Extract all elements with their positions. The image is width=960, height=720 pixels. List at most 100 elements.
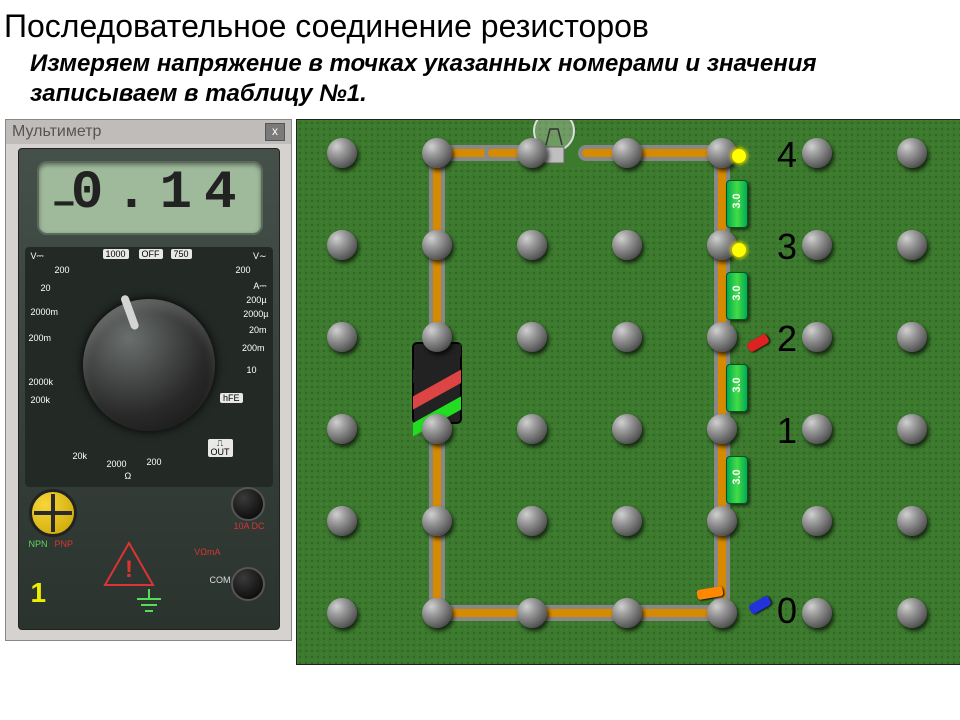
breadboard-peg[interactable]: [517, 598, 547, 628]
page-title: Последовательное соединение резисторов: [0, 0, 960, 45]
lcd-sign: −: [53, 185, 76, 228]
lr0: 200: [55, 265, 70, 275]
range-off: OFF: [139, 249, 163, 259]
circuit-svg: [297, 120, 960, 664]
pnp-label: PNP: [55, 539, 74, 549]
hfe: hFE: [220, 393, 243, 403]
probe-point-yellow[interactable]: [731, 148, 747, 164]
out-label: ⎍ OUT: [208, 439, 233, 457]
lr1: 20: [41, 283, 51, 293]
breadboard-peg[interactable]: [327, 506, 357, 536]
breadboard-peg[interactable]: [802, 414, 832, 444]
svg-text:!: !: [125, 556, 133, 583]
breadboard-peg[interactable]: [802, 230, 832, 260]
node-label: 4: [777, 134, 797, 176]
lr3: 200m: [29, 333, 52, 343]
breadboard-peg[interactable]: [897, 322, 927, 352]
breadboard-peg[interactable]: [897, 414, 927, 444]
ohm: Ω: [125, 471, 132, 481]
breadboard-peg[interactable]: [802, 138, 832, 168]
range-750: 750: [171, 249, 192, 259]
breadboard-peg[interactable]: [422, 138, 452, 168]
socket-10a-label: 10A DC: [233, 521, 264, 531]
resistor-value: 3.0: [731, 376, 743, 394]
resistor-value: 3.0: [731, 468, 743, 486]
breadboard-peg[interactable]: [897, 598, 927, 628]
breadboard-peg[interactable]: [517, 414, 547, 444]
breadboard-peg[interactable]: [612, 506, 642, 536]
multimeter-lcd: − 0.14: [37, 161, 263, 235]
probe-point-yellow[interactable]: [731, 242, 747, 258]
selector-dial[interactable]: [83, 299, 215, 431]
breadboard-peg[interactable]: [517, 506, 547, 536]
breadboard-peg[interactable]: [327, 138, 357, 168]
dial-pointer: [119, 294, 139, 331]
multimeter-window: Мультиметр x − 0.14 V⎓ 1000 OFF 750 V∼ 2…: [5, 119, 292, 641]
multimeter-body: − 0.14 V⎓ 1000 OFF 750 V∼ 200 20 2000m 2…: [18, 148, 280, 630]
br4: 200: [147, 457, 162, 467]
breadboard-peg[interactable]: [802, 322, 832, 352]
breadboard-peg[interactable]: [327, 598, 357, 628]
resistor-value: 3.0: [731, 192, 743, 210]
transistor-socket-dial[interactable]: [29, 489, 77, 537]
breadboard-peg[interactable]: [612, 230, 642, 260]
br2: 20k: [73, 451, 88, 461]
socket-10a[interactable]: [231, 487, 265, 521]
breadboard-peg[interactable]: [707, 322, 737, 352]
breadboard-peg[interactable]: [802, 506, 832, 536]
rr1: 200µ: [246, 295, 266, 305]
ac-v-label: V∼: [253, 251, 267, 262]
range-1000: 1000: [103, 249, 129, 259]
work-area: Мультиметр x − 0.14 V⎓ 1000 OFF 750 V∼ 2…: [0, 119, 960, 679]
com-label: COM: [210, 575, 231, 585]
breadboard-peg[interactable]: [707, 598, 737, 628]
breadboard: 3.03.03.03.043210: [296, 119, 960, 665]
resistor-value: 3.0: [731, 284, 743, 302]
resistor[interactable]: 3.0: [726, 180, 748, 228]
close-icon[interactable]: x: [265, 123, 285, 141]
rr4: 200m: [242, 343, 265, 353]
breadboard-peg[interactable]: [612, 322, 642, 352]
breadboard-peg[interactable]: [422, 230, 452, 260]
rr2: 2000µ: [243, 309, 268, 319]
breadboard-peg[interactable]: [897, 138, 927, 168]
breadboard-peg[interactable]: [802, 598, 832, 628]
socket-com[interactable]: [231, 567, 265, 601]
breadboard-peg[interactable]: [422, 414, 452, 444]
breadboard-peg[interactable]: [612, 598, 642, 628]
breadboard-peg[interactable]: [517, 138, 547, 168]
resistor[interactable]: 3.0: [726, 272, 748, 320]
npn-label: NPN: [29, 539, 48, 549]
breadboard-peg[interactable]: [422, 598, 452, 628]
multimeter-reading-point-label: 1: [31, 577, 47, 609]
resistor[interactable]: 3.0: [726, 456, 748, 504]
br3: 2000: [107, 459, 127, 469]
breadboard-peg[interactable]: [327, 414, 357, 444]
breadboard-peg[interactable]: [517, 322, 547, 352]
breadboard-peg[interactable]: [897, 230, 927, 260]
breadboard-peg[interactable]: [327, 322, 357, 352]
breadboard-peg[interactable]: [422, 506, 452, 536]
breadboard-peg[interactable]: [707, 506, 737, 536]
breadboard-peg[interactable]: [897, 506, 927, 536]
tenA: 10: [246, 365, 256, 375]
breadboard-peg[interactable]: [327, 230, 357, 260]
breadboard-peg[interactable]: [422, 322, 452, 352]
vohm-label: VΩmA: [194, 547, 220, 557]
breadboard-peg[interactable]: [612, 138, 642, 168]
dial-panel: V⎓ 1000 OFF 750 V∼ 200 20 2000m 200m 200…: [25, 247, 273, 487]
breadboard-peg[interactable]: [612, 414, 642, 444]
node-label: 1: [777, 410, 797, 452]
multimeter-titlebar: Мультиметр x: [6, 120, 291, 144]
multimeter-title: Мультиметр: [12, 123, 101, 141]
node-label: 0: [777, 590, 797, 632]
rsub: A⎓: [253, 281, 266, 292]
br0: 2000k: [29, 377, 54, 387]
ground-icon: [129, 589, 169, 623]
breadboard-peg[interactable]: [707, 414, 737, 444]
dc-v-label: V⎓: [31, 251, 44, 262]
node-label: 3: [777, 226, 797, 268]
resistor[interactable]: 3.0: [726, 364, 748, 412]
lr2: 2000m: [31, 307, 59, 317]
breadboard-peg[interactable]: [517, 230, 547, 260]
